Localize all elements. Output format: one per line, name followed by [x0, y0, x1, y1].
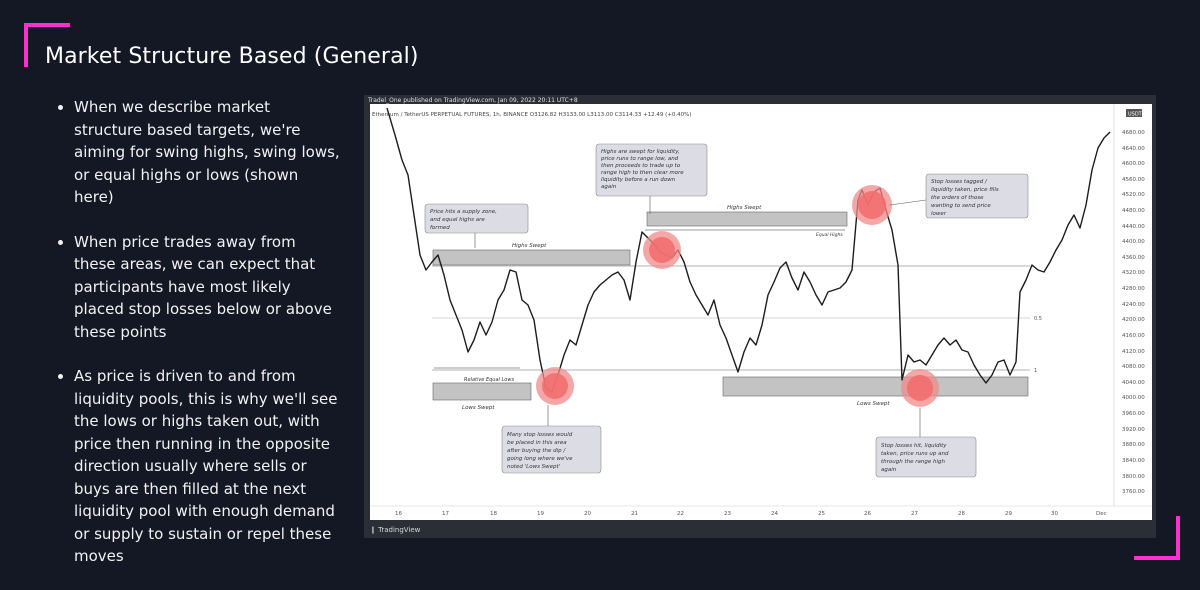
tradingview-logo: ❙ TradingView [370, 526, 421, 534]
chart-published-line: Tradel_One published on TradingView.com,… [368, 97, 578, 104]
bullet-item: As price is driven to and from liquidity… [74, 365, 342, 568]
bullet-item: When price trades away from these areas,… [74, 231, 342, 344]
chart-frame [364, 95, 1156, 538]
corner-accent-bottom-right [1134, 516, 1180, 560]
tradingview-logo-text: TradingView [378, 526, 421, 534]
bullet-item: When we describe market structure based … [74, 96, 342, 209]
corner-accent-top-left [24, 23, 70, 67]
bullet-list: When we describe market structure based … [60, 96, 342, 590]
slide-title: Market Structure Based (General) [45, 44, 419, 69]
